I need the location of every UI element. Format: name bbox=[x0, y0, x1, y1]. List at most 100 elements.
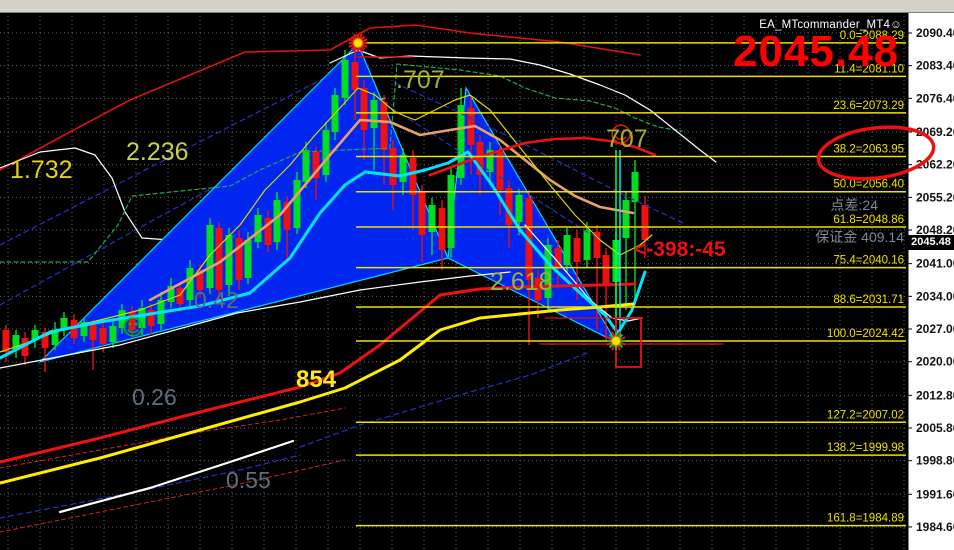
chart-annotation: 0.42 bbox=[194, 287, 239, 313]
fibonacci-retracement: 0.0=2088.29 11.4=2081.10 23.6=2073.29 38.2=… bbox=[356, 30, 906, 527]
axis-price-label: 2083.40 bbox=[916, 59, 954, 73]
axis-price-label: 2055.20 bbox=[916, 190, 954, 204]
candle-body bbox=[273, 200, 281, 242]
red-thick-slow bbox=[0, 282, 637, 464]
candle-body bbox=[380, 102, 388, 150]
orange-ma bbox=[148, 118, 635, 302]
candle-body bbox=[138, 308, 146, 328]
axis-price-label: 2034.00 bbox=[916, 289, 954, 303]
axis-price-label: 1998.80 bbox=[916, 454, 954, 468]
candle-body bbox=[196, 270, 204, 290]
smiley-icon: ☺ bbox=[610, 123, 633, 148]
candle-body bbox=[554, 248, 562, 268]
candle-body bbox=[264, 218, 272, 245]
navy-dash-fall-1 bbox=[394, 82, 686, 225]
candle-body bbox=[109, 326, 117, 342]
candle-body bbox=[302, 150, 310, 182]
candle-body bbox=[360, 88, 368, 130]
candle-body bbox=[31, 330, 39, 340]
candle-body bbox=[496, 152, 504, 190]
candle-body bbox=[341, 60, 349, 98]
fib-label-127.2: 127.2=2007.02 bbox=[827, 409, 904, 421]
fib-label-161.8: 161.8=1984.89 bbox=[827, 513, 904, 525]
candle-body bbox=[418, 192, 426, 235]
candle-body bbox=[515, 195, 523, 222]
ea-title-label: EA_MTcommander_MT4☺ bbox=[759, 19, 902, 31]
axis-price-label: 2048.20 bbox=[916, 223, 954, 237]
price-axis[interactable] bbox=[908, 13, 954, 550]
profit-loss-label: <-398:-45 bbox=[634, 238, 726, 261]
candle-body bbox=[622, 200, 630, 238]
candle-body bbox=[215, 228, 223, 290]
spread-label: 点差:24 bbox=[830, 197, 878, 213]
navy-dash-low-left bbox=[0, 454, 301, 519]
candle-body bbox=[254, 215, 262, 242]
navy-dash-long bbox=[299, 351, 591, 448]
candle-body bbox=[631, 172, 639, 202]
yellow-thick-slow bbox=[0, 302, 635, 485]
candle-body bbox=[593, 232, 601, 258]
candle-body bbox=[573, 238, 581, 262]
axis-price-label: 1984.60 bbox=[916, 520, 954, 534]
candle-body bbox=[428, 205, 436, 232]
candle-body bbox=[602, 255, 610, 285]
candle-body bbox=[351, 62, 359, 90]
candle-body bbox=[457, 105, 465, 178]
chart-annotation: 0.55 bbox=[226, 467, 271, 493]
margin-label: 保证金 409.14 bbox=[815, 229, 904, 245]
navy-dash-fall-2 bbox=[377, 99, 606, 244]
red-dash-1 bbox=[0, 407, 346, 469]
axis-price-label: 2027.00 bbox=[916, 322, 954, 336]
axis-price-label: 2005.80 bbox=[916, 421, 954, 435]
axis-price-label: 2012.80 bbox=[916, 388, 954, 402]
candle-body bbox=[147, 310, 155, 326]
candle-body bbox=[12, 335, 20, 350]
fib-label-11.4: 11.4=2081.10 bbox=[834, 63, 904, 75]
white-v-dip bbox=[524, 224, 643, 322]
fib-label-0.0: 0.0=2088.29 bbox=[840, 30, 904, 42]
navy-dash-rise-2 bbox=[0, 139, 301, 306]
chart-annotation: 2.236 bbox=[126, 138, 189, 166]
green-dash-ma bbox=[0, 63, 683, 263]
axis-labels: 2090.402083.402076.402069.202062.202055.… bbox=[908, 26, 954, 534]
candle-body bbox=[225, 235, 233, 285]
candle-body bbox=[186, 268, 194, 300]
big-price-readout: 2045.48 bbox=[733, 27, 900, 76]
candle-body bbox=[2, 330, 10, 352]
yellow-fast-ma bbox=[0, 87, 653, 353]
candle-body bbox=[476, 142, 484, 175]
candle-body bbox=[128, 312, 136, 330]
candle-body bbox=[21, 338, 29, 356]
candle-body bbox=[370, 100, 378, 128]
fib-label-75.4: 75.4=2040.16 bbox=[833, 255, 904, 267]
chart-annotation: 707 bbox=[606, 125, 648, 153]
axis-price-label: 2020.00 bbox=[916, 355, 954, 369]
candle-body bbox=[293, 180, 301, 228]
candle-body bbox=[51, 330, 59, 345]
fib-label-138.2: 138.2=1999.98 bbox=[827, 442, 904, 454]
axis-price-label: 2090.40 bbox=[916, 26, 954, 40]
axis-price-label: 2041.00 bbox=[916, 257, 954, 271]
grid bbox=[0, 16, 908, 550]
candle-body bbox=[99, 328, 107, 344]
candle-body bbox=[486, 150, 494, 172]
white-thick-low bbox=[58, 439, 295, 514]
candle-body bbox=[167, 286, 175, 302]
fib-label-88.6: 88.6=2031.71 bbox=[833, 294, 904, 306]
fib-label-38.2: 38.2=2063.95 bbox=[833, 143, 904, 155]
chart-annotation: 2.618 bbox=[490, 268, 553, 296]
candle-body bbox=[563, 235, 571, 265]
navy-dash-rise-1 bbox=[0, 61, 357, 246]
candle-body bbox=[583, 230, 591, 260]
candle-body bbox=[534, 278, 542, 300]
candle-body bbox=[80, 322, 88, 336]
window-top-edge bbox=[0, 0, 954, 13]
candle-body bbox=[89, 324, 97, 340]
candle-body bbox=[447, 175, 455, 248]
candle-body bbox=[399, 155, 407, 182]
axis-price-label: 2076.40 bbox=[916, 91, 954, 105]
red-circle-annotation[interactable] bbox=[815, 121, 936, 185]
chart-annotation: .707 bbox=[396, 66, 445, 94]
